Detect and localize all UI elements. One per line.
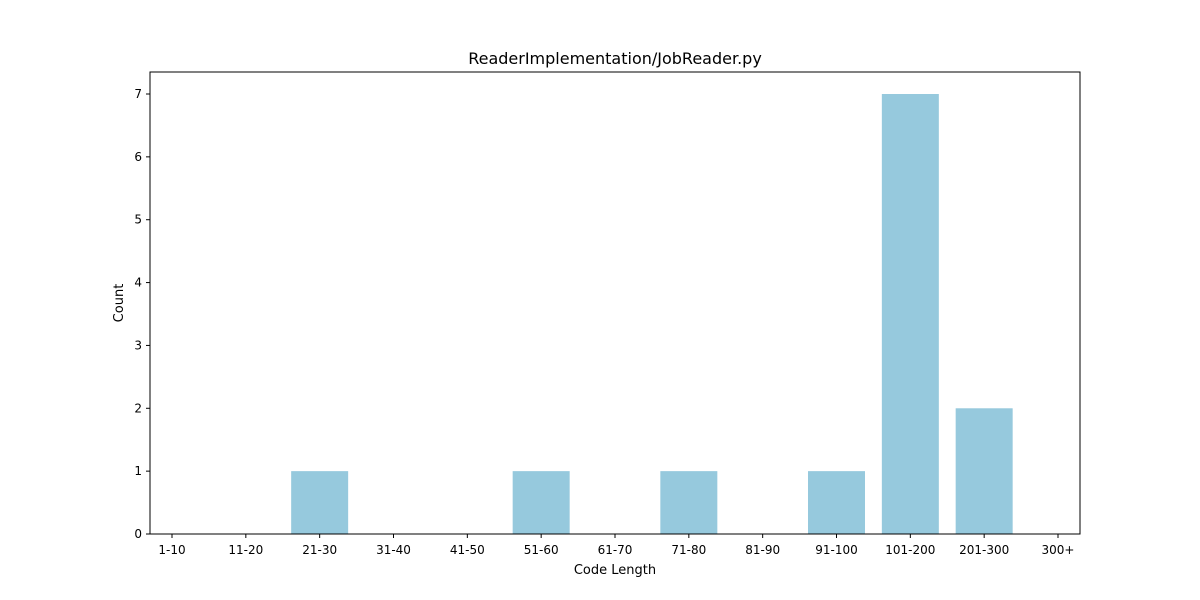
bar xyxy=(881,94,939,534)
x-tick-label: 31-40 xyxy=(376,543,411,557)
x-tick-label: 41-50 xyxy=(450,543,485,557)
x-tick-label: 21-30 xyxy=(302,543,337,557)
x-tick-label: 300+ xyxy=(1042,543,1075,557)
bar xyxy=(955,408,1013,534)
bar xyxy=(291,471,349,534)
bar xyxy=(660,471,718,534)
x-tick-label: 91-100 xyxy=(815,543,858,557)
y-tick-label: 6 xyxy=(134,150,142,164)
bars-layer xyxy=(291,94,1013,534)
x-tick-label: 1-10 xyxy=(158,543,185,557)
bar xyxy=(512,471,570,534)
y-tick-label: 3 xyxy=(134,338,142,352)
y-tick-label: 0 xyxy=(134,527,142,541)
y-tick-label: 1 xyxy=(134,464,142,478)
y-axis: 0 1 2 3 4 5 6 7 xyxy=(134,87,150,541)
x-tick-label: 101-200 xyxy=(885,543,935,557)
x-tick-label: 81-90 xyxy=(745,543,780,557)
x-axis: 1-10 11-20 21-30 31-40 41-50 51-60 61-70 71-80 8… xyxy=(158,534,1074,557)
y-tick-label: 4 xyxy=(134,276,142,290)
x-tick-label: 61-70 xyxy=(598,543,633,557)
plot-area-frame xyxy=(149,71,1081,535)
y-tick-label: 2 xyxy=(134,401,142,415)
y-axis-label: Count xyxy=(112,284,127,323)
x-axis-label: Code Length xyxy=(574,563,656,578)
chart-title: ReaderImplementation/JobReader.py xyxy=(468,49,762,68)
x-tick-label: 71-80 xyxy=(671,543,706,557)
bar xyxy=(808,471,865,534)
y-tick-label: 5 xyxy=(134,213,142,227)
x-tick-label: 11-20 xyxy=(228,543,263,557)
y-tick-label: 7 xyxy=(134,87,142,101)
x-tick-label: 51-60 xyxy=(524,543,559,557)
x-tick-label: 201-300 xyxy=(959,543,1009,557)
